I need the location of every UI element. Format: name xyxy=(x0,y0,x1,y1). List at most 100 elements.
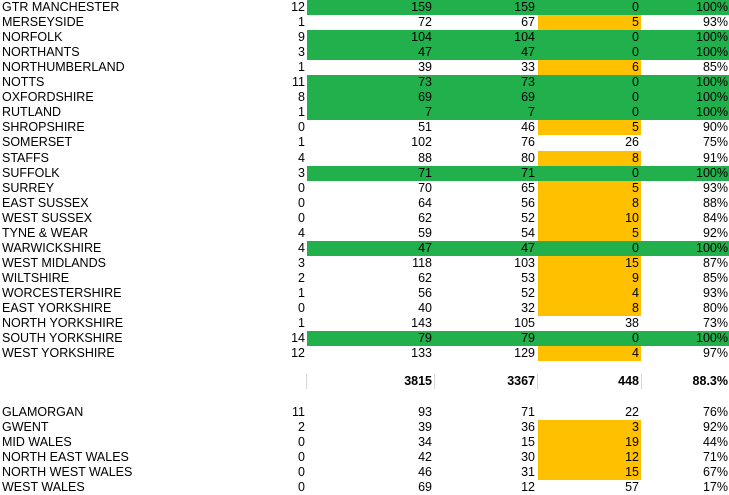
area-name-cell[interactable]: EAST YORKSHIRE xyxy=(2,301,112,315)
total-cell[interactable]: 70 xyxy=(418,180,432,195)
total-cell[interactable]: 51 xyxy=(418,120,432,135)
done-cell[interactable]: 67 xyxy=(521,15,535,30)
total-cell[interactable]: 93 xyxy=(418,405,432,419)
outstanding-cell[interactable]: 15 xyxy=(538,465,641,481)
done-cell[interactable]: 47 xyxy=(521,45,535,60)
percent-cell[interactable]: 100% xyxy=(696,75,728,90)
sum-outstanding-cell[interactable]: 448 xyxy=(618,374,639,388)
percent-cell[interactable]: 87% xyxy=(702,255,728,270)
outstanding-cell[interactable]: 22 xyxy=(625,405,639,419)
sum-done-cell[interactable]: 3367 xyxy=(507,374,535,388)
outstanding-cell[interactable]: 8 xyxy=(538,301,641,316)
count-cell[interactable]: 2 xyxy=(298,420,305,435)
total-cell[interactable]: 104 xyxy=(411,30,432,45)
done-cell[interactable]: 79 xyxy=(521,331,535,346)
done-cell[interactable]: 47 xyxy=(521,240,535,255)
outstanding-cell[interactable]: 5 xyxy=(538,15,641,31)
total-cell[interactable]: 59 xyxy=(418,225,432,240)
area-name-cell[interactable]: TYNE & WEAR xyxy=(2,225,89,240)
total-cell[interactable]: 39 xyxy=(418,60,432,75)
area-name-cell[interactable]: NORTH YORKSHIRE xyxy=(2,316,124,331)
percent-cell[interactable]: 93% xyxy=(702,180,728,195)
done-cell[interactable]: 46 xyxy=(521,120,535,135)
area-name-cell[interactable]: SUFFOLK xyxy=(2,165,60,180)
count-cell[interactable]: 9 xyxy=(298,30,305,45)
percent-cell[interactable]: 88% xyxy=(702,195,728,210)
outstanding-cell[interactable]: 0 xyxy=(632,331,639,346)
done-cell[interactable]: 71 xyxy=(521,405,535,419)
count-cell[interactable]: 0 xyxy=(298,465,305,480)
count-cell[interactable]: 11 xyxy=(292,405,305,419)
outstanding-cell[interactable]: 5 xyxy=(538,120,641,136)
count-cell[interactable]: 11 xyxy=(292,75,305,90)
area-name-cell[interactable]: SOUTH YORKSHIRE xyxy=(2,331,123,346)
total-cell[interactable]: 56 xyxy=(418,285,432,300)
total-cell[interactable]: 39 xyxy=(418,420,432,435)
count-cell[interactable]: 0 xyxy=(298,435,305,450)
percent-cell[interactable]: 92% xyxy=(702,225,728,240)
outstanding-cell[interactable]: 12 xyxy=(538,450,641,466)
outstanding-cell[interactable]: 57 xyxy=(625,480,639,495)
count-cell[interactable]: 0 xyxy=(298,480,305,495)
percent-cell[interactable]: 17% xyxy=(702,480,728,495)
percent-cell[interactable]: 100% xyxy=(696,90,728,105)
done-cell[interactable]: 52 xyxy=(521,285,535,300)
percent-cell[interactable]: 71% xyxy=(702,450,728,465)
area-name-cell[interactable]: WEST MIDLANDS xyxy=(2,255,106,270)
count-cell[interactable]: 4 xyxy=(298,150,305,165)
outstanding-cell[interactable]: 9 xyxy=(538,270,641,286)
count-cell[interactable]: 3 xyxy=(298,255,305,270)
total-cell[interactable]: 46 xyxy=(418,465,432,480)
area-name-cell[interactable]: STAFFS xyxy=(2,150,49,165)
total-cell[interactable]: 118 xyxy=(412,255,432,270)
count-cell[interactable]: 0 xyxy=(298,210,305,225)
done-cell[interactable]: 31 xyxy=(521,465,535,480)
sum-total-cell[interactable]: 3815 xyxy=(404,374,432,388)
outstanding-cell[interactable]: 19 xyxy=(538,435,641,451)
count-cell[interactable]: 8 xyxy=(298,90,305,105)
total-cell[interactable]: 143 xyxy=(411,316,432,331)
outstanding-cell[interactable]: 0 xyxy=(632,105,639,120)
percent-cell[interactable]: 93% xyxy=(702,285,728,300)
percent-cell[interactable]: 92% xyxy=(702,420,728,435)
count-cell[interactable]: 12 xyxy=(291,0,305,14)
count-cell[interactable]: 0 xyxy=(298,301,305,315)
count-cell[interactable]: 0 xyxy=(298,180,305,195)
total-cell[interactable]: 133 xyxy=(411,346,432,361)
done-cell[interactable]: 36 xyxy=(521,420,535,435)
percent-cell[interactable]: 100% xyxy=(696,30,728,45)
percent-cell[interactable]: 91% xyxy=(702,150,728,165)
outstanding-cell[interactable]: 5 xyxy=(538,225,641,241)
count-cell[interactable]: 0 xyxy=(298,120,305,135)
percent-cell[interactable]: 80% xyxy=(702,301,728,315)
done-cell[interactable]: 53 xyxy=(521,270,535,285)
percent-cell[interactable]: 67% xyxy=(702,465,728,480)
outstanding-cell[interactable]: 4 xyxy=(538,346,641,362)
outstanding-cell[interactable]: 38 xyxy=(625,316,639,331)
total-cell[interactable]: 62 xyxy=(418,270,432,285)
area-name-cell[interactable]: OXFORDSHIRE xyxy=(2,90,94,105)
count-cell[interactable]: 3 xyxy=(298,165,305,180)
area-name-cell[interactable]: WILTSHIRE xyxy=(2,270,70,285)
outstanding-cell[interactable]: 0 xyxy=(632,0,639,14)
area-name-cell[interactable]: WARWICKSHIRE xyxy=(2,240,102,255)
done-cell[interactable]: 33 xyxy=(521,60,535,75)
count-cell[interactable]: 1 xyxy=(298,60,305,75)
percent-cell[interactable]: 90% xyxy=(702,120,728,135)
area-name-cell[interactable]: WEST YORKSHIRE xyxy=(2,346,115,361)
done-cell[interactable]: 65 xyxy=(521,180,535,195)
outstanding-cell[interactable]: 0 xyxy=(632,45,639,60)
area-name-cell[interactable]: NORTH WEST WALES xyxy=(2,465,133,480)
percent-cell[interactable]: 100% xyxy=(696,45,728,60)
total-cell[interactable]: 47 xyxy=(418,45,432,60)
percent-cell[interactable]: 100% xyxy=(696,105,728,120)
done-cell[interactable]: 129 xyxy=(514,346,535,361)
total-cell[interactable]: 88 xyxy=(418,150,432,165)
total-cell[interactable]: 72 xyxy=(418,15,432,30)
total-cell[interactable]: 69 xyxy=(418,480,432,495)
total-cell[interactable]: 34 xyxy=(418,435,432,450)
count-cell[interactable]: 1 xyxy=(298,316,305,331)
percent-cell[interactable]: 93% xyxy=(702,15,728,30)
outstanding-cell[interactable]: 8 xyxy=(538,150,641,166)
count-cell[interactable]: 1 xyxy=(298,285,305,300)
